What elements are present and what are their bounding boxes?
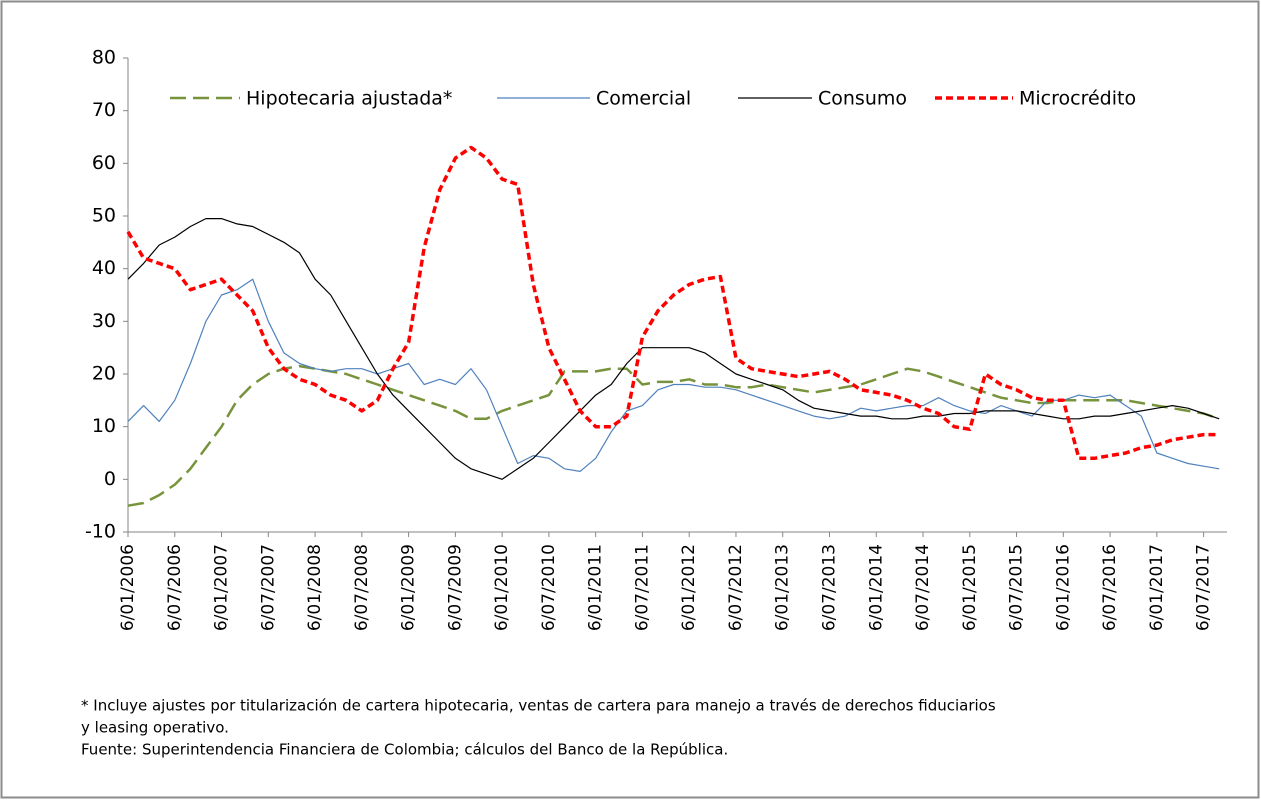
y-tick-label: 80	[92, 47, 116, 69]
x-tick-label: 6/01/2013	[773, 544, 793, 631]
x-tick-label: 6/07/2010	[539, 544, 559, 631]
legend-label: Microcrédito	[1019, 88, 1136, 110]
x-tick-label: 6/07/2015	[1007, 544, 1027, 631]
x-tick-label: 6/07/2013	[819, 544, 839, 631]
y-tick-label: 10	[92, 415, 116, 437]
x-tick-label: 6/07/2006	[165, 544, 185, 631]
x-tick-label: 6/07/2009	[445, 544, 465, 631]
x-tick-label: 6/01/2006	[118, 544, 138, 631]
x-tick-label: 6/07/2008	[352, 544, 372, 631]
y-tick-label: 0	[104, 468, 116, 490]
series-line	[127, 218, 1220, 480]
y-tick-label: 30	[92, 310, 116, 332]
x-tick-label: 6/07/2014	[913, 544, 933, 631]
x-tick-label: 6/01/2014	[866, 544, 886, 631]
legend-label: Comercial	[596, 88, 691, 110]
series-line	[127, 278, 1220, 472]
y-tick-label: -10	[85, 521, 116, 543]
legend-label: Consumo	[818, 88, 907, 110]
y-tick-label: 40	[92, 257, 116, 279]
x-tick-label: 6/01/2007	[212, 544, 232, 631]
x-tick-label: 6/07/2016	[1100, 544, 1120, 631]
x-tick-label: 6/01/2011	[586, 544, 606, 631]
x-tick-label: 6/07/2011	[632, 544, 652, 631]
y-tick-label: 70	[92, 99, 116, 121]
x-tick-label: 6/01/2008	[305, 544, 325, 631]
footnote: y leasing operativo.	[81, 719, 229, 737]
y-tick-label: 20	[92, 363, 116, 385]
x-tick-label: 6/07/2017	[1194, 544, 1214, 631]
x-tick-label: 6/01/2009	[399, 544, 419, 631]
x-tick-label: 6/01/2010	[492, 544, 512, 631]
plot-area	[128, 58, 1227, 532]
x-tick-label: 6/07/2012	[726, 544, 746, 631]
x-tick-label: 6/01/2016	[1053, 544, 1073, 631]
footnote: * Incluye ajustes por titularización de …	[81, 697, 996, 715]
footnote: Fuente: Superintendencia Financiera de C…	[81, 741, 728, 759]
x-tick-label: 6/01/2015	[960, 544, 980, 631]
x-tick-label: 6/07/2007	[258, 544, 278, 631]
y-tick-label: 50	[92, 205, 116, 227]
y-tick-label: 60	[92, 152, 116, 174]
series-line	[126, 145, 1220, 461]
series-line	[127, 364, 1220, 507]
x-tick-label: 6/01/2017	[1147, 544, 1167, 631]
x-tick-label: 6/01/2012	[679, 544, 699, 631]
legend-label: Hipotecaria ajustada*	[246, 88, 452, 110]
